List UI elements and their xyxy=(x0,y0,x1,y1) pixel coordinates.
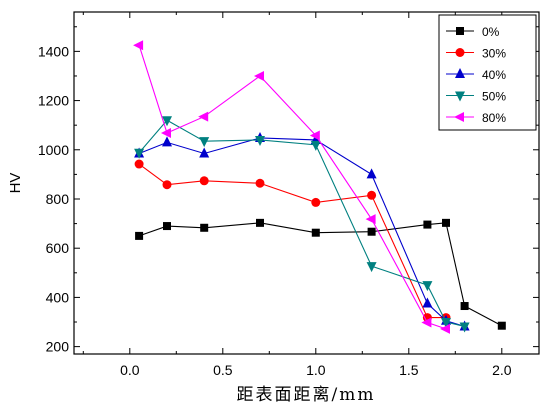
legend-marker xyxy=(456,27,464,35)
data-point xyxy=(422,297,433,308)
data-point xyxy=(134,159,144,169)
data-point xyxy=(311,197,321,207)
legend-marker xyxy=(454,112,464,122)
data-point xyxy=(254,70,264,81)
data-point xyxy=(199,176,209,186)
series-line xyxy=(138,163,446,319)
legend-label: 50% xyxy=(482,90,506,104)
data-point xyxy=(310,140,321,151)
data-point xyxy=(459,322,470,333)
data-point xyxy=(423,220,432,229)
x-tick-label: 1.5 xyxy=(399,362,419,378)
data-point xyxy=(162,136,172,147)
data-point xyxy=(367,227,376,236)
legend-entry: 40% xyxy=(446,68,506,82)
x-tick-label: 1.0 xyxy=(306,362,326,378)
data-point xyxy=(367,190,377,200)
series-line xyxy=(138,137,465,327)
data-point xyxy=(366,168,377,179)
data-point xyxy=(135,231,144,240)
legend: 0% 30% 40% 50% 80% xyxy=(438,14,537,131)
legend-marker xyxy=(455,48,465,57)
data-point xyxy=(198,111,209,122)
x-axis-title: 距表面距离/mm xyxy=(237,385,376,405)
x-tick-label: 2.0 xyxy=(492,362,512,378)
legend-entry: 80% xyxy=(446,111,506,125)
data-point xyxy=(440,323,450,334)
data-point xyxy=(133,40,144,51)
legend-box xyxy=(438,14,537,131)
data-point xyxy=(309,130,320,141)
data-point xyxy=(497,321,506,330)
data-point xyxy=(200,223,209,232)
series-layer xyxy=(133,40,506,334)
axis-tick-labels: 0.0 0.5 1.0 1.5 2.0 200 400 600 800 1000 1200 1400 xyxy=(38,43,512,378)
data-point xyxy=(460,302,469,311)
legend-marker xyxy=(455,68,465,78)
plot-frame xyxy=(73,11,540,355)
data-point xyxy=(163,222,171,231)
data-point xyxy=(421,317,432,328)
data-point xyxy=(162,180,172,190)
data-point xyxy=(134,148,145,159)
series-line xyxy=(138,119,465,327)
data-point xyxy=(255,135,265,146)
legend-marker xyxy=(455,91,465,102)
y-tick-label: 400 xyxy=(46,289,70,305)
series-line xyxy=(138,45,447,330)
x-tick-label: 0.5 xyxy=(213,362,233,378)
data-point xyxy=(256,218,264,227)
legend-entry: 30% xyxy=(446,47,506,61)
data-point xyxy=(365,214,376,225)
legend-label: 40% xyxy=(482,68,506,82)
y-tick-label: 1000 xyxy=(38,142,69,158)
y-axis-title: HV xyxy=(7,173,24,194)
y-tick-label: 800 xyxy=(46,191,70,207)
series-2 xyxy=(134,159,451,323)
y-tick-label: 200 xyxy=(46,339,70,355)
series-1 xyxy=(135,218,506,330)
series-5 xyxy=(133,40,450,334)
data-point xyxy=(199,147,210,158)
series-line xyxy=(138,222,503,327)
data-point xyxy=(311,228,320,237)
data-point xyxy=(255,178,265,188)
data-point xyxy=(162,116,172,127)
data-point xyxy=(442,218,450,227)
data-point xyxy=(199,137,210,148)
y-tick-label: 1200 xyxy=(38,93,69,109)
legend-label: 30% xyxy=(482,47,506,61)
x-tick-label: 0.0 xyxy=(120,362,140,378)
data-point xyxy=(422,281,433,292)
y-tick-label: 600 xyxy=(46,240,70,256)
data-point xyxy=(161,128,171,139)
legend-label: 80% xyxy=(482,111,506,125)
data-point xyxy=(366,262,377,273)
legend-entry: 50% xyxy=(446,90,506,104)
y-tick-label: 1400 xyxy=(38,43,69,59)
data-point xyxy=(441,318,451,329)
legend-label: 0% xyxy=(482,25,500,39)
legend-entry: 0% xyxy=(446,25,500,39)
